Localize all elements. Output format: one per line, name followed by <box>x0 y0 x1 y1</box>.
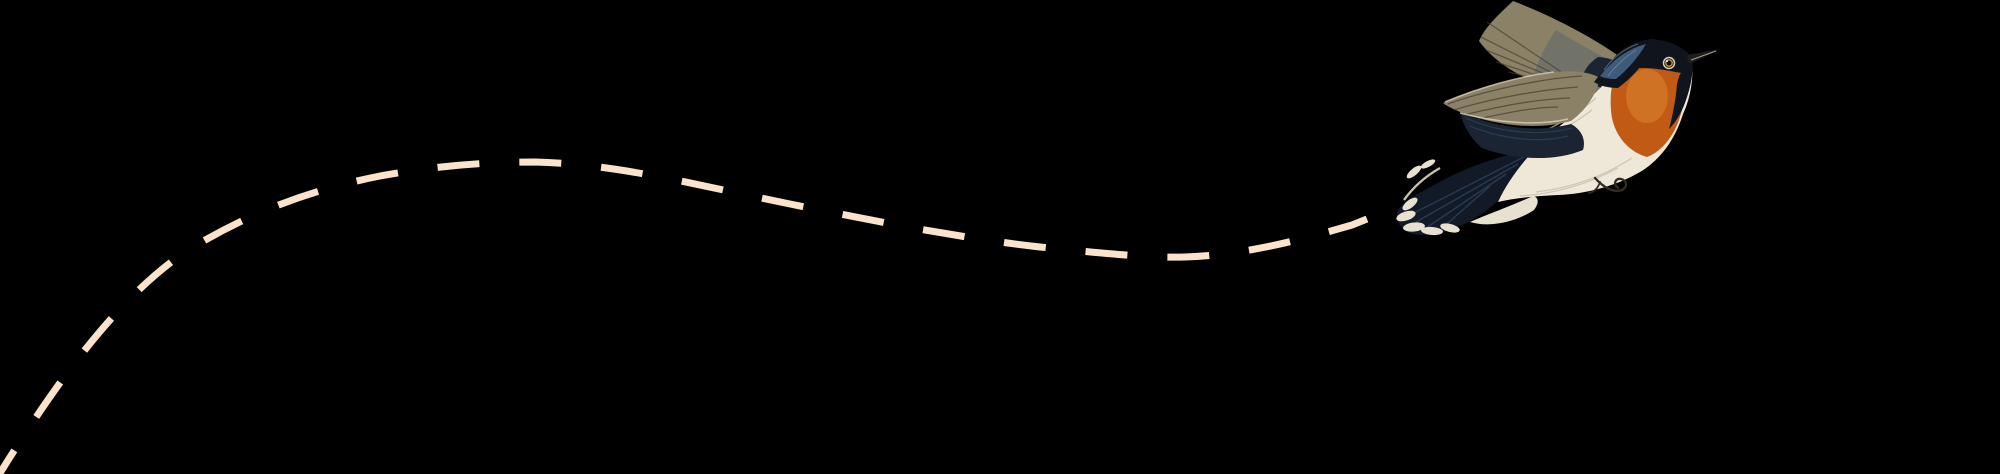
tail-tip-feather <box>1396 210 1416 222</box>
nape-streaks <box>1603 43 1639 77</box>
flight-path <box>0 158 1369 474</box>
mantle-sheen <box>1465 117 1573 141</box>
breast-highlight <box>1626 69 1668 123</box>
tail-white-tips <box>1396 159 1460 236</box>
tail <box>1396 150 1533 236</box>
swallow-bird-illustration <box>1396 1 1720 236</box>
near-wing-striations <box>1447 75 1583 120</box>
mantle <box>1460 112 1584 159</box>
eye-ring <box>1662 56 1676 70</box>
undertail-white-wedge <box>1470 196 1538 225</box>
mantle-base <box>1460 112 1584 159</box>
tail-striations <box>1411 155 1527 231</box>
tail-top-edge-highlight <box>1403 166 1441 201</box>
near-wing-cream-edges <box>1444 71 1569 124</box>
tail-tip-feather <box>1403 222 1425 232</box>
chin-stripe <box>1669 58 1693 129</box>
tail-tip-feather <box>1421 226 1443 236</box>
near-wing <box>1443 71 1600 127</box>
rump-white-feather <box>1406 165 1422 179</box>
foot-curl <box>1593 176 1628 192</box>
tail-tip-feather <box>1402 197 1418 211</box>
foot-toe <box>1588 181 1601 194</box>
eye <box>1662 56 1676 70</box>
near-wing-base <box>1443 71 1600 127</box>
eye-pupil <box>1666 60 1672 66</box>
tail-tip-feather <box>1440 223 1460 233</box>
belly-feather-streaks <box>1519 97 1633 197</box>
eye-glint <box>1665 59 1669 63</box>
nape-blue-sheen <box>1600 44 1646 79</box>
foot <box>1588 176 1628 194</box>
beak <box>1687 49 1720 64</box>
beak-highlight-line <box>1690 50 1717 61</box>
rump-white-feather <box>1420 159 1436 169</box>
breast <box>1610 53 1684 157</box>
